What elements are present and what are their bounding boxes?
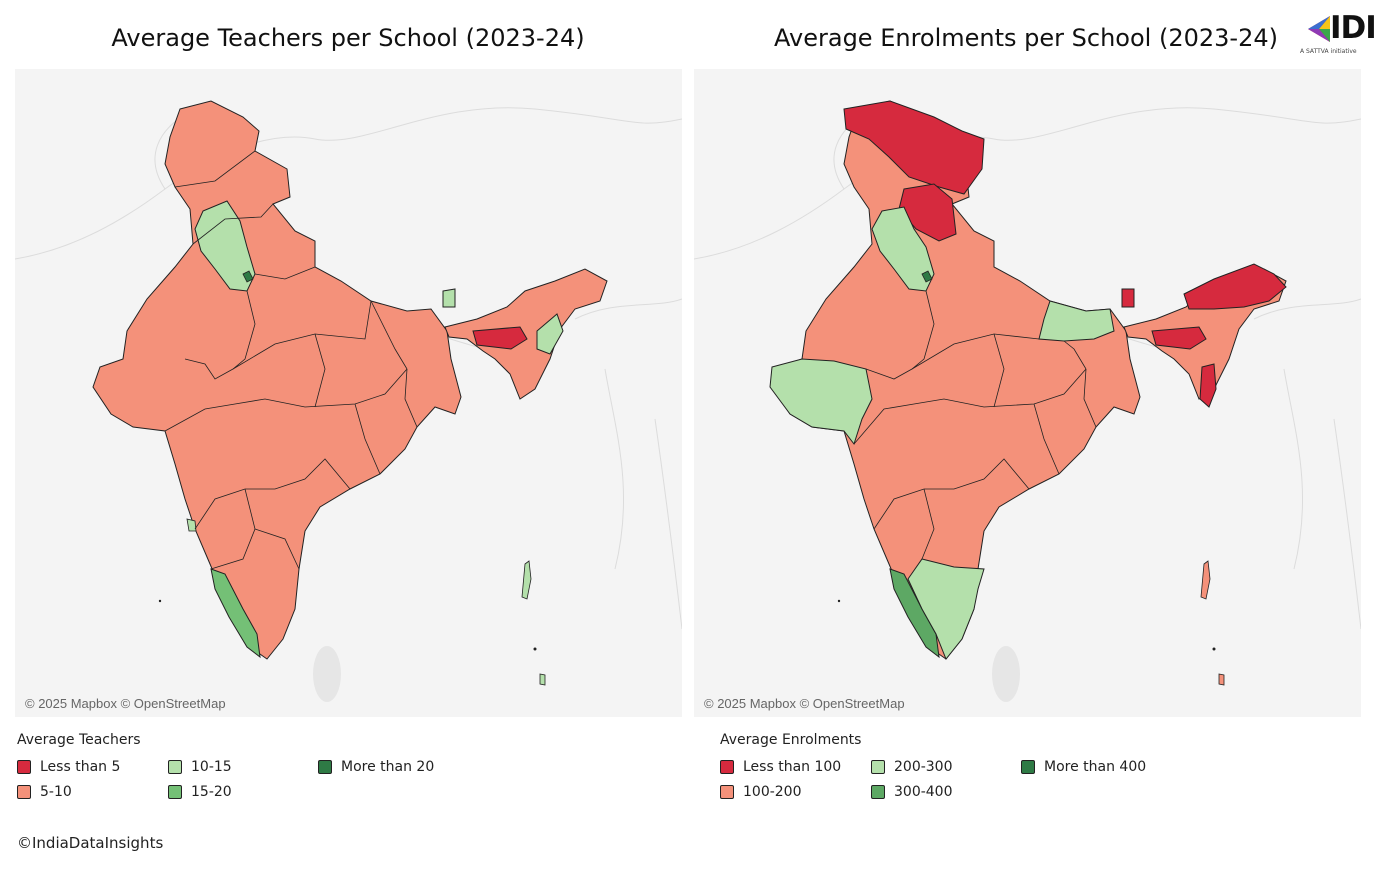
legend-item-15-20[interactable]: 15-20 [168, 779, 318, 804]
map-title-teachers: Average Teachers per School (2023-24) [111, 24, 585, 52]
map-enrolments[interactable]: © 2025 Mapbox © OpenStreetMap [694, 69, 1361, 717]
legend-label: Less than 100 [743, 758, 842, 775]
legend-label: 10-15 [191, 758, 232, 775]
legend-label: 5-10 [40, 783, 72, 800]
map-teachers[interactable]: © 2025 Mapbox © OpenStreetMap [15, 69, 682, 717]
legend-label: Less than 5 [40, 758, 121, 775]
legend-item-100-200[interactable]: 100-200 [720, 779, 871, 804]
legend-label: More than 20 [341, 758, 435, 775]
legend-swatch [318, 759, 332, 774]
legend-label: More than 400 [1044, 758, 1147, 775]
legend-label: 200-300 [894, 758, 953, 775]
legend-swatch [168, 759, 182, 774]
legend-title: Average Enrolments [720, 732, 862, 748]
legend-swatch [720, 759, 734, 774]
legend-item-less-than-100[interactable]: Less than 100 [720, 754, 871, 779]
map-attribution[interactable]: © 2025 Mapbox © OpenStreetMap [704, 696, 905, 711]
legend-item-more-than-400[interactable]: More than 400 [1021, 754, 1161, 779]
idi-logo: IDI A SATTVA initiative [1300, 10, 1375, 60]
legend-swatch [17, 759, 31, 774]
legend-item-less-than-5[interactable]: Less than 5 [17, 754, 168, 779]
legend-label: 100-200 [743, 783, 802, 800]
map-enrolments-canvas[interactable] [694, 69, 1361, 717]
legend-swatch [871, 759, 885, 774]
map-attribution[interactable]: © 2025 Mapbox © OpenStreetMap [25, 696, 226, 711]
legend-item-5-10[interactable]: 5-10 [17, 779, 168, 804]
legend-swatch [871, 784, 885, 799]
legend-teachers: Average Teachers Less than 5 5-10 10-15 … [17, 732, 458, 804]
legend-title: Average Teachers [17, 732, 141, 748]
legend-label: 300-400 [894, 783, 953, 800]
legend-swatch [1021, 759, 1035, 774]
footer-credit: ©IndiaDataInsights [17, 834, 164, 852]
legend-label: 15-20 [191, 783, 232, 800]
legend-item-300-400[interactable]: 300-400 [871, 779, 1021, 804]
legend-item-more-than-20[interactable]: More than 20 [318, 754, 458, 779]
map-teachers-canvas[interactable] [15, 69, 682, 717]
logo-subtitle: A SATTVA initiative [1300, 48, 1357, 55]
legend-swatch [17, 784, 31, 799]
legend-swatch [720, 784, 734, 799]
logo-mark-icon [1308, 16, 1330, 42]
legend-enrolments: Average Enrolments Less than 100 100-200… [720, 732, 1161, 804]
legend-item-200-300[interactable]: 200-300 [871, 754, 1021, 779]
legend-swatch [168, 784, 182, 799]
legend-item-10-15[interactable]: 10-15 [168, 754, 318, 779]
map-title-enrolments: Average Enrolments per School (2023-24) [774, 24, 1278, 52]
logo-text: IDI [1330, 10, 1375, 46]
